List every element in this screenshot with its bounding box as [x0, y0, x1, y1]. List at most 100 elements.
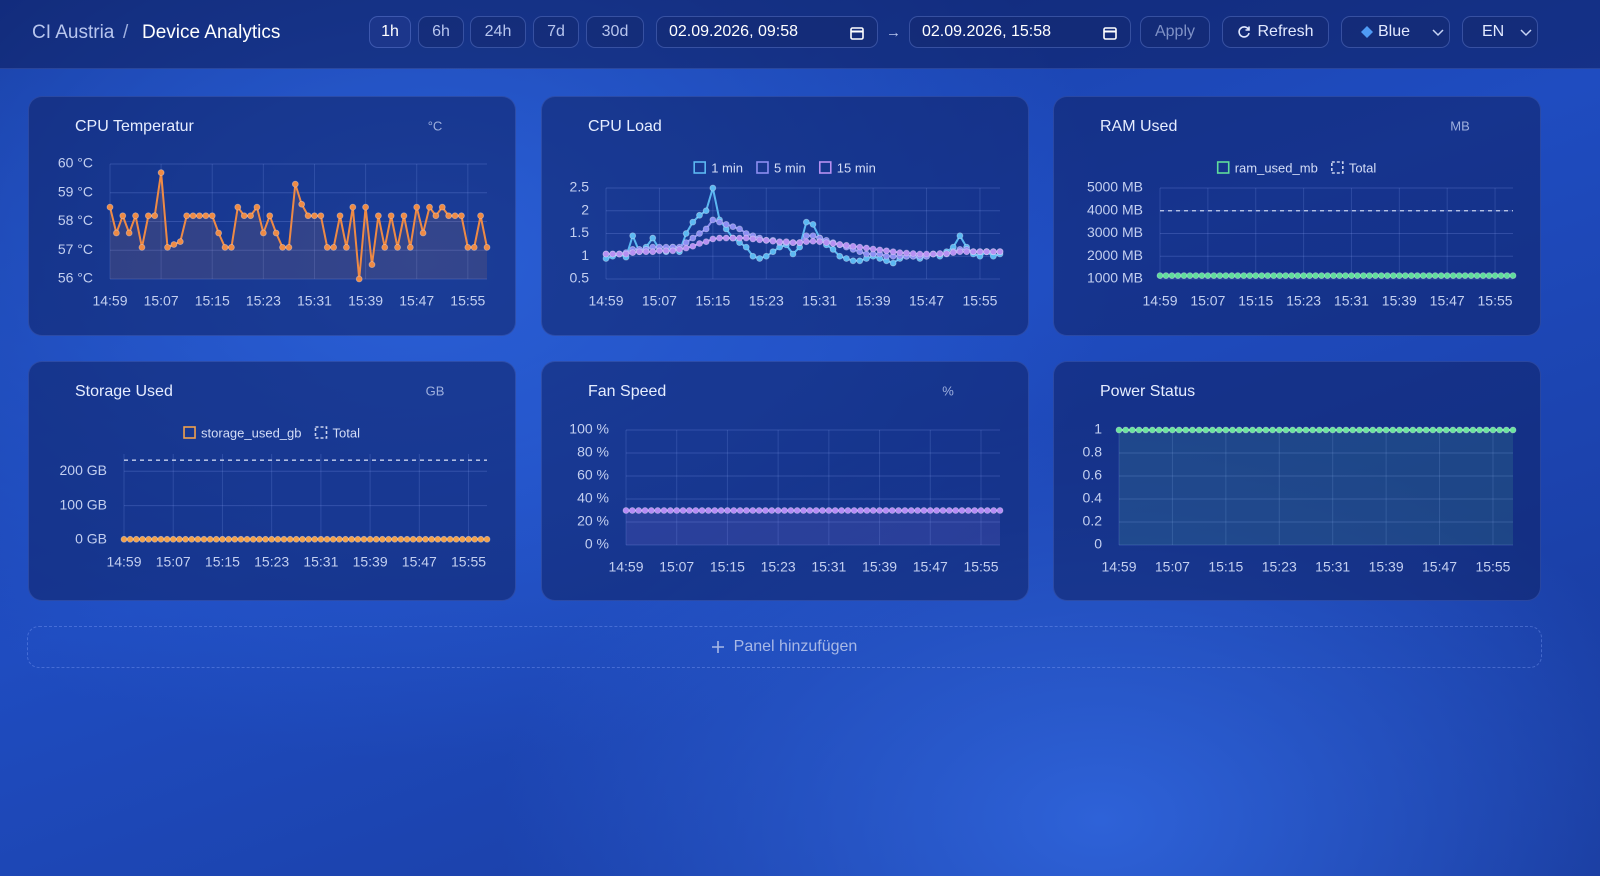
point	[305, 535, 312, 543]
point	[426, 203, 433, 211]
point	[240, 212, 248, 220]
point	[139, 535, 146, 543]
point	[434, 535, 442, 543]
area	[1119, 430, 1513, 545]
chart: CPU Load 0.5 1 1.5 2 2.5 14:59 15:07 15:15 15:23 1…	[570, 118, 1004, 309]
point	[221, 243, 229, 251]
point	[458, 212, 465, 220]
point	[196, 212, 203, 220]
point	[689, 242, 697, 250]
point	[348, 535, 356, 543]
point	[1462, 426, 1470, 434]
point	[1240, 272, 1248, 279]
point	[1479, 272, 1487, 279]
range-button[interactable]: 24h	[470, 16, 526, 48]
panel-title: RAM Used	[1100, 118, 1177, 135]
point	[909, 250, 917, 257]
point	[647, 507, 655, 514]
point	[945, 507, 953, 514]
point	[907, 507, 915, 514]
panel: CPU Load 0.5 1 1.5 2 2.5 14:59 15:07 15:15 15:23 1…	[541, 96, 1029, 336]
point	[1258, 272, 1266, 279]
range-button[interactable]: 30d	[586, 16, 644, 48]
point	[756, 236, 763, 244]
point	[1382, 426, 1390, 434]
point	[1322, 426, 1330, 434]
range-button[interactable]: 7d	[533, 16, 579, 48]
point	[923, 250, 930, 258]
unit-label: GB	[426, 383, 445, 398]
point	[856, 243, 864, 251]
point	[1491, 272, 1499, 279]
org[interactable]: CI Austria	[32, 22, 115, 43]
panel: RAM Used MB 1000 MB 2000 MB 3000 MB 4000 MB 50…	[1053, 96, 1541, 336]
point	[869, 245, 877, 253]
point	[194, 535, 202, 543]
refresh-button[interactable]: Refresh	[1222, 16, 1329, 48]
x-tick-label: 15:31	[1334, 293, 1369, 309]
point	[1312, 272, 1319, 279]
point	[1246, 272, 1254, 279]
point	[838, 507, 845, 514]
point	[656, 247, 663, 255]
point	[400, 212, 408, 220]
point	[1335, 426, 1343, 434]
point	[844, 507, 852, 514]
point	[983, 507, 991, 514]
point	[749, 507, 757, 514]
y-tick-label: 100 %	[569, 421, 609, 437]
point	[1169, 426, 1176, 434]
point	[1222, 272, 1230, 279]
add-panel-button[interactable]: Panel hinzufügen	[27, 626, 1542, 668]
plus-icon	[711, 641, 724, 653]
point	[843, 241, 850, 249]
point	[996, 507, 1004, 514]
point	[1482, 426, 1490, 434]
point	[806, 507, 814, 514]
point	[1401, 272, 1409, 279]
point	[1489, 426, 1497, 434]
range-button[interactable]: 6h	[418, 16, 464, 48]
start-input[interactable]: 02.09.2026, 09:58	[656, 16, 878, 48]
point	[1264, 272, 1272, 279]
point	[1128, 426, 1136, 434]
point	[323, 535, 331, 543]
theme-select[interactable]: Blue	[1341, 16, 1450, 48]
x-tick-label: 15:31	[297, 293, 332, 309]
language-select[interactable]: EN	[1462, 16, 1538, 48]
range-button[interactable]: 1h	[369, 16, 411, 48]
point	[1135, 426, 1143, 434]
point	[285, 243, 293, 251]
point	[445, 212, 453, 220]
point	[126, 535, 134, 543]
y-tick-label: 1.5	[570, 224, 590, 240]
panel: CPU Temperatur °C 56 °C 57 °C 58 °C 59 °C 60 °…	[28, 96, 516, 336]
point	[1142, 426, 1150, 434]
apply-button[interactable]: Apply	[1140, 16, 1210, 48]
point	[342, 535, 349, 543]
point	[920, 507, 928, 514]
point	[689, 218, 697, 226]
point	[1356, 426, 1363, 434]
point	[889, 259, 897, 267]
point	[1162, 272, 1170, 279]
end-input[interactable]: 02.09.2026, 15:58	[909, 16, 1131, 48]
point	[895, 507, 902, 514]
point	[144, 212, 152, 220]
x-tick-label: 15:55	[451, 554, 486, 570]
point	[1195, 426, 1203, 434]
point	[976, 248, 984, 256]
point	[176, 238, 184, 246]
legend-swatch	[818, 161, 832, 174]
point	[1502, 426, 1510, 434]
point	[1228, 272, 1236, 279]
panel: Storage Used GB 0 GB 100 GB 200 GB 14:59 15:07…	[28, 361, 516, 601]
point	[112, 229, 120, 237]
legend-swatch	[183, 426, 196, 439]
point	[829, 240, 837, 247]
point	[1216, 272, 1224, 279]
legend-label: 5 min	[774, 160, 806, 175]
point	[1473, 272, 1481, 279]
x-tick-label: 15:23	[254, 554, 289, 570]
point	[1252, 272, 1260, 279]
